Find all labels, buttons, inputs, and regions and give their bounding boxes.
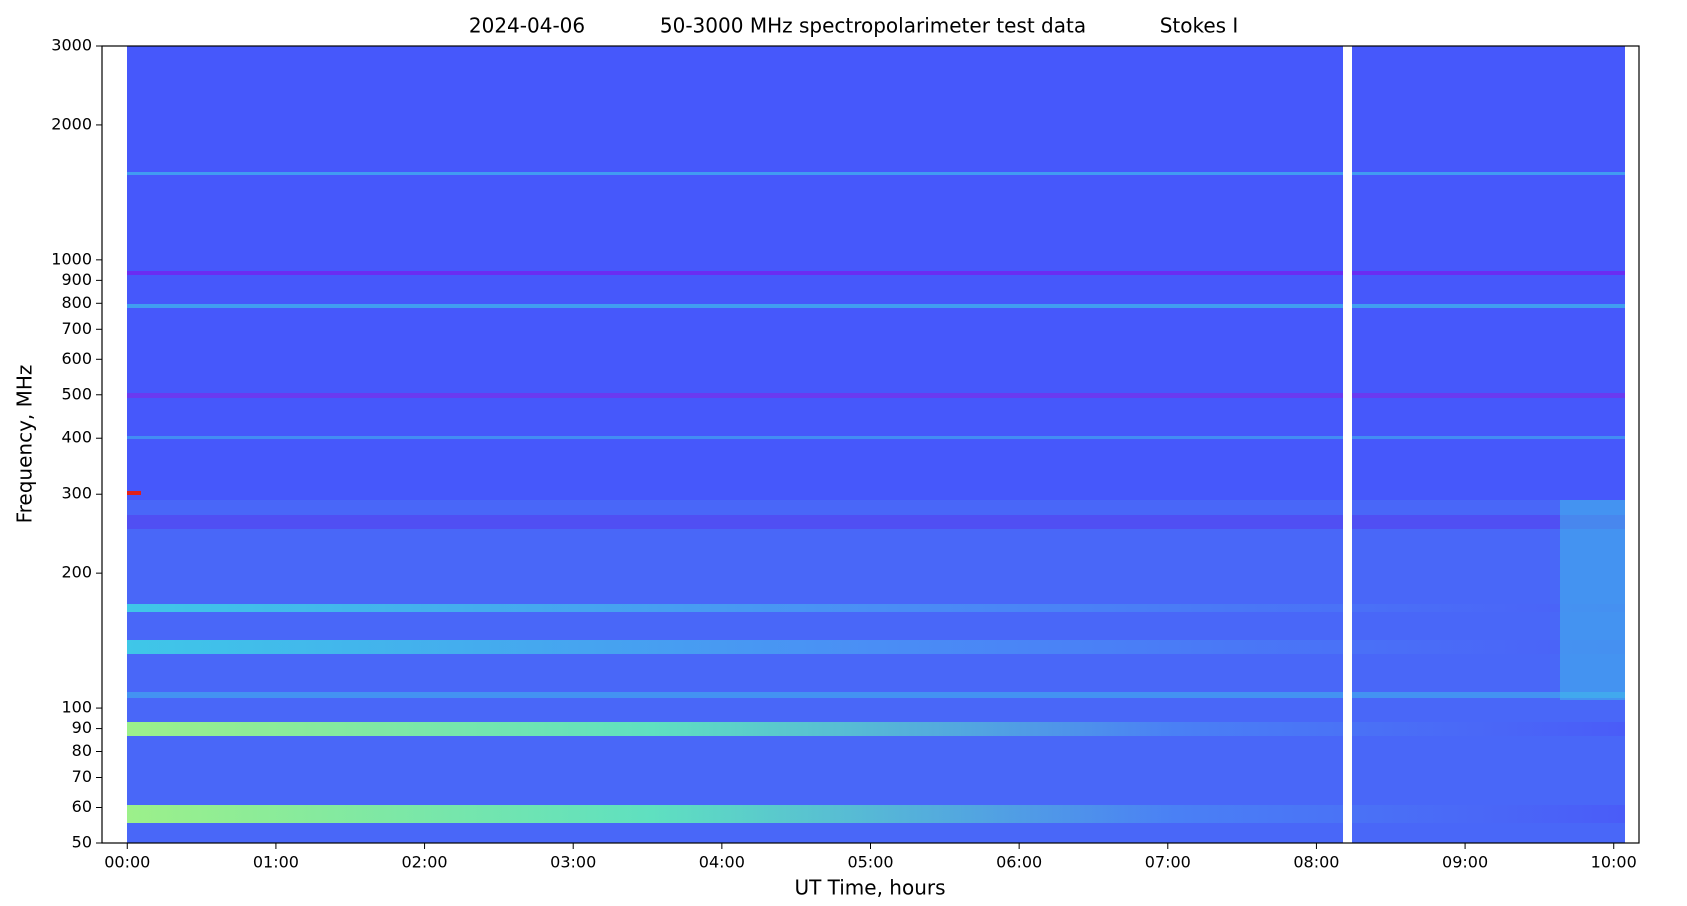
- band: [127, 805, 1625, 823]
- band: [127, 271, 1625, 275]
- band: [127, 640, 1625, 654]
- y-tick-label: 900: [61, 270, 92, 289]
- x-tick-label: 01:00: [253, 853, 299, 872]
- x-tick-label: 00:00: [104, 853, 150, 872]
- y-tick-label: 50: [72, 833, 92, 852]
- band: [127, 172, 1625, 175]
- y-tick-label: 400: [61, 428, 92, 447]
- x-tick-label: 07:00: [1145, 853, 1191, 872]
- band: [127, 604, 1625, 612]
- y-tick-label: 100: [61, 698, 92, 717]
- x-tick-label: 04:00: [699, 853, 745, 872]
- y-tick-label: 500: [61, 384, 92, 403]
- x-tick-label: 09:00: [1442, 853, 1488, 872]
- x-tick-label: 06:00: [996, 853, 1042, 872]
- band: [127, 304, 1625, 308]
- y-tick-label: 60: [72, 797, 92, 816]
- y-tick-label: 90: [72, 718, 92, 737]
- y-tick-label: 800: [61, 293, 92, 312]
- band: [127, 436, 1625, 439]
- x-tick-label: 03:00: [550, 853, 596, 872]
- y-tick-label: 600: [61, 349, 92, 368]
- y-axis-label: Frequency, MHz: [13, 365, 37, 524]
- chart-title: 2024-04-06: [469, 14, 585, 38]
- band: [127, 500, 1625, 843]
- y-tick-label: 1000: [51, 249, 92, 268]
- data-gap: [1625, 46, 1639, 843]
- y-tick-label: 700: [61, 319, 92, 338]
- chart-title: Stokes I: [1160, 14, 1239, 38]
- x-tick-label: 08:00: [1293, 853, 1339, 872]
- band: [127, 515, 1625, 529]
- y-tick-label: 200: [61, 563, 92, 582]
- y-tick-label: 80: [72, 741, 92, 760]
- spectrogram-image: [127, 46, 1639, 843]
- data-gap: [1343, 46, 1352, 843]
- y-tick-label: 3000: [51, 36, 92, 55]
- band: [1560, 500, 1625, 700]
- x-tick-label: 02:00: [402, 853, 448, 872]
- x-tick-label: 10:00: [1591, 853, 1637, 872]
- y-tick-label: 70: [72, 767, 92, 786]
- spot: [127, 491, 141, 495]
- y-tick-label: 300: [61, 484, 92, 503]
- band: [127, 722, 1625, 736]
- y-tick-label: 2000: [51, 114, 92, 133]
- x-tick-label: 05:00: [847, 853, 893, 872]
- x-axis-label: UT Time, hours: [794, 876, 945, 900]
- band: [127, 393, 1625, 398]
- band: [127, 692, 1625, 698]
- chart-title: 50-3000 MHz spectropolarimeter test data: [660, 14, 1086, 38]
